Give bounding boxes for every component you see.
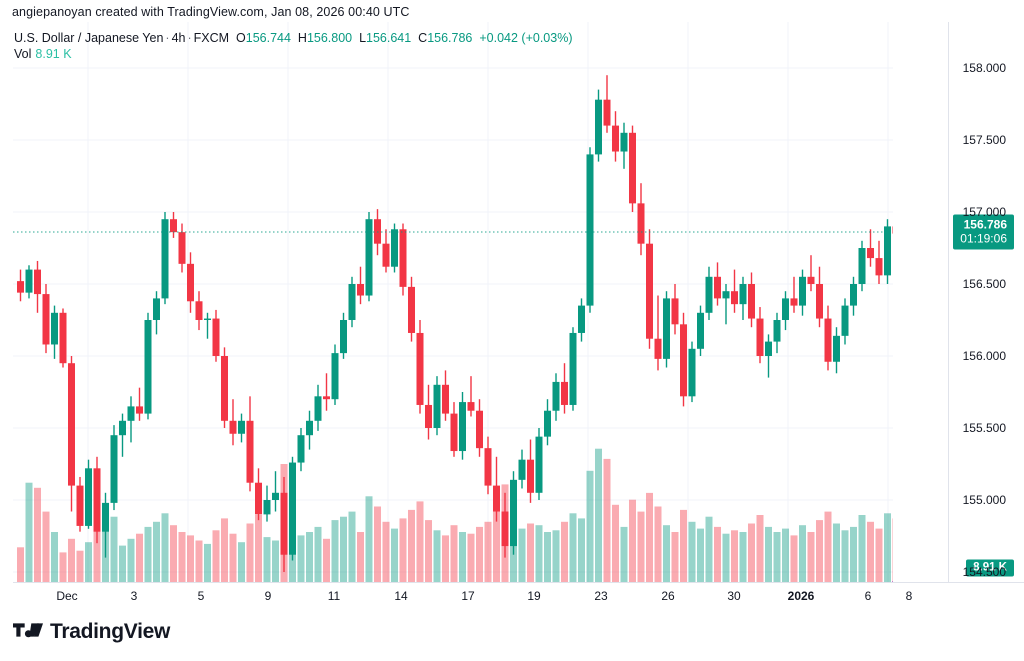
price-tick-156.500: 156.500 bbox=[962, 277, 1006, 291]
time-tick-30: 30 bbox=[727, 589, 741, 603]
vertical-gridlines bbox=[87, 22, 889, 582]
time-tick-23: 23 bbox=[594, 589, 608, 603]
time-scale[interactable]: Dec 3 5 9 11 14 17 19 23 26 30 2026 6 8 bbox=[0, 583, 1024, 609]
time-tick-17: 17 bbox=[461, 589, 475, 603]
price-tick-157.000: 157.000 bbox=[962, 205, 1006, 219]
price-scale[interactable]: 156.786 01:19:06 8.91 K 158.000 157.500 15… bbox=[948, 22, 1024, 582]
tradingview-logo-text: TradingView bbox=[50, 620, 171, 643]
time-tick-6: 6 bbox=[864, 589, 872, 603]
current-price-value: 156.786 bbox=[963, 217, 1007, 232]
price-tick-154.500: 154.500 bbox=[962, 565, 1006, 579]
time-tick-2026: 2026 bbox=[787, 589, 815, 603]
price-tick-155.500: 155.500 bbox=[962, 421, 1006, 435]
price-tick-157.500: 157.500 bbox=[962, 133, 1006, 147]
chart-plot-area[interactable] bbox=[13, 22, 893, 582]
candlestick-plot bbox=[13, 22, 893, 582]
time-tick-14: 14 bbox=[394, 589, 408, 603]
time-scale-divider bbox=[13, 582, 1024, 583]
candlesticks bbox=[17, 75, 893, 572]
time-tick-11: 11 bbox=[327, 589, 341, 603]
price-tick-158.000: 158.000 bbox=[962, 61, 1006, 75]
time-tick-26: 26 bbox=[661, 589, 675, 603]
time-tick-Dec: Dec bbox=[56, 589, 78, 603]
tradingview-logo-mark bbox=[13, 622, 43, 637]
time-tick-19: 19 bbox=[527, 589, 541, 603]
price-tick-156.000: 156.000 bbox=[962, 349, 1006, 363]
tradingview-logo[interactable]: TradingView bbox=[13, 620, 170, 644]
chart-container[interactable] bbox=[13, 22, 948, 582]
time-tick-8: 8 bbox=[905, 589, 913, 603]
attribution-text: angiepanoyan created with TradingView.co… bbox=[12, 5, 410, 19]
price-scale-divider bbox=[948, 22, 949, 582]
volume-bars bbox=[17, 448, 893, 582]
time-tick-9: 9 bbox=[264, 589, 272, 603]
current-price-badge: 156.786 01:19:06 bbox=[953, 214, 1014, 250]
price-tick-155.000: 155.000 bbox=[962, 493, 1006, 507]
time-tick-5: 5 bbox=[197, 589, 205, 603]
volume-badge: 8.91 K bbox=[966, 559, 1014, 577]
countdown-timer: 01:19:06 bbox=[960, 231, 1007, 246]
time-tick-3: 3 bbox=[130, 589, 138, 603]
